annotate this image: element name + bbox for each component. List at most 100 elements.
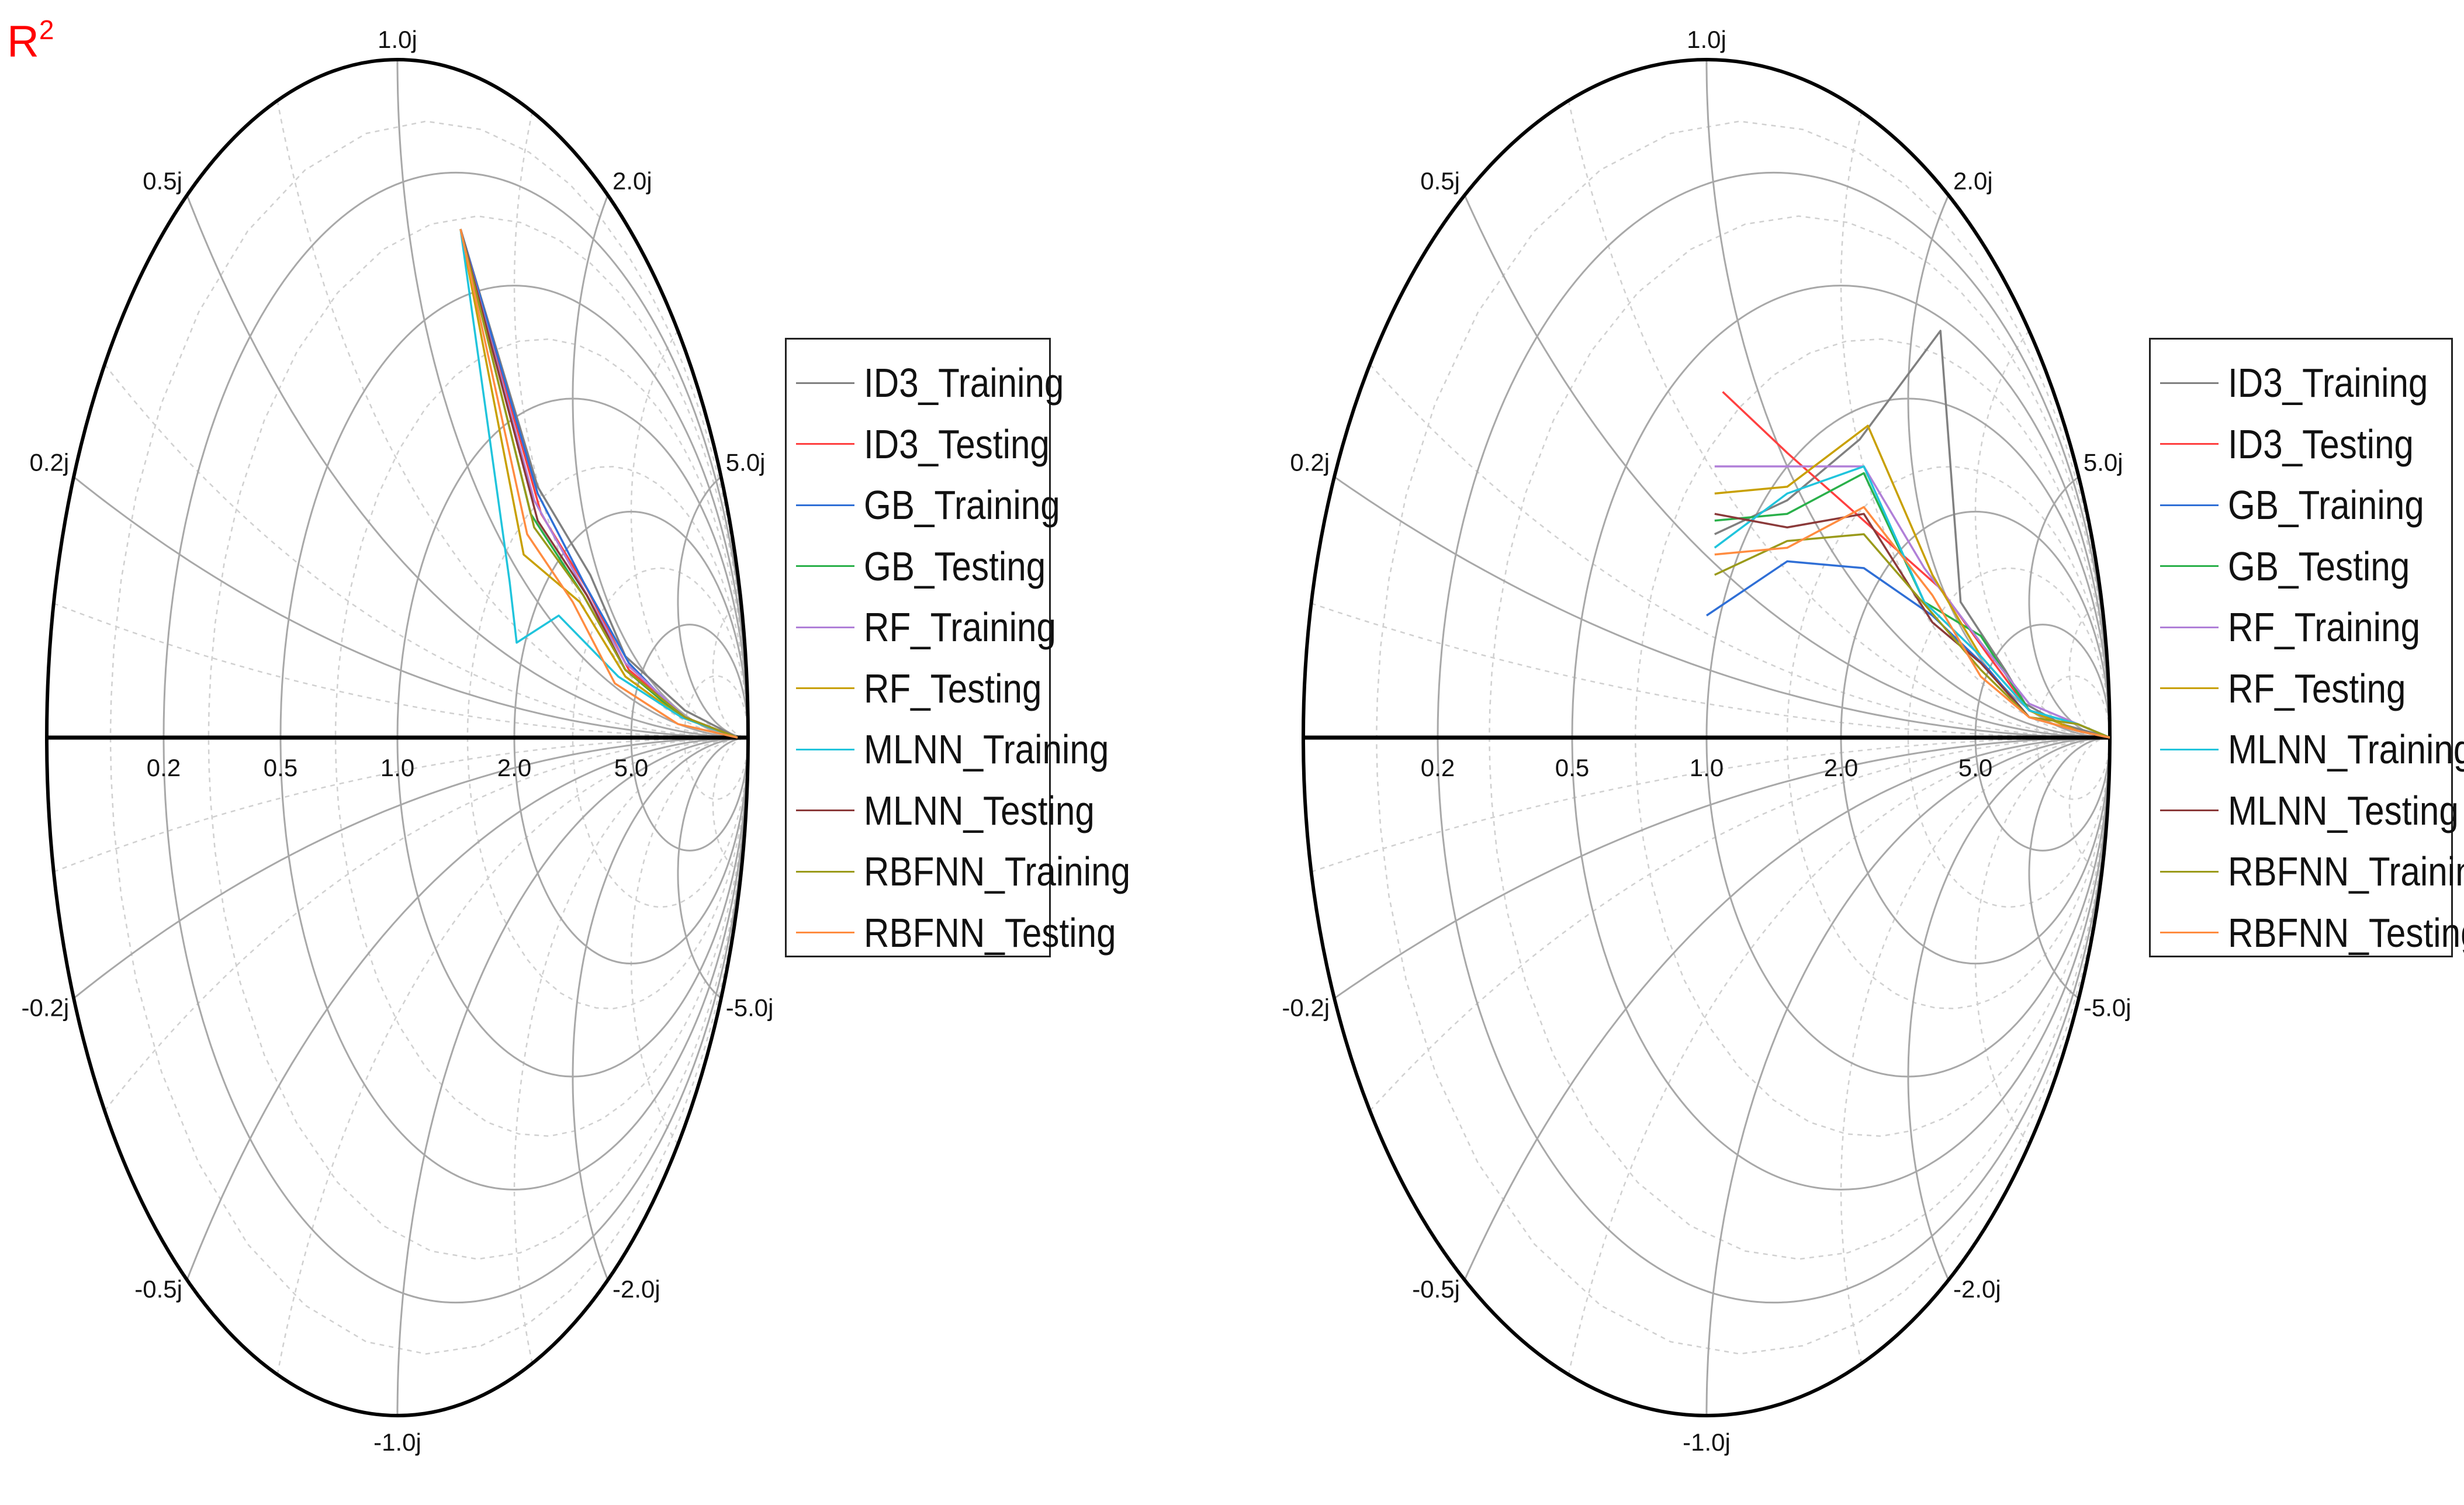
legend-swatch	[2160, 504, 2219, 506]
legend-label: GB_Testing	[864, 543, 1046, 589]
reactance-tick-label: 0.2j	[29, 448, 69, 476]
minor-reactance-arc	[1567, 736, 2106, 1375]
legend-right: ID3_Training ID3_Testing GB_Training GB_Tes…	[2149, 338, 2464, 957]
reactance-tick-label: -5.0j	[2084, 994, 2131, 1022]
resistance-tick-label: 5.0	[614, 754, 648, 781]
smith-chart-0: 0.2 0.5 1.0 2.0 5.0 1.0j 0.5j 2.0j 0.2j 5.0j -0.2j…	[21, 26, 773, 1456]
legend-swatch	[796, 382, 854, 384]
legend-swatch	[2160, 687, 2219, 690]
series-line-ID3_Testing	[459, 229, 738, 739]
legend-label: ID3_Training	[864, 360, 1064, 406]
legend-swatch	[2160, 565, 2219, 568]
legend-item: RF_Training	[2160, 597, 2444, 658]
series-line-RBFNN_Testing	[459, 229, 738, 739]
reactance-tick-label: 1.0j	[1687, 26, 1726, 53]
legend-item: RF_Testing	[2160, 658, 2444, 719]
reactance-tick-label: -0.2j	[21, 994, 69, 1022]
series-line-ID3_Training	[1714, 330, 2110, 739]
reactance-tick-label: 2.0j	[612, 167, 652, 195]
reactance-arc	[677, 736, 747, 999]
smith-chart-1: 0.2 0.5 1.0 2.0 5.0 1.0j 0.5j 2.0j 0.2j 5.0j -0.2j…	[1282, 26, 2131, 1456]
legend-label: RF_Testing	[864, 665, 1042, 711]
reactance-tick-label: 1.0j	[378, 26, 417, 53]
resistance-tick-label: 0.2	[147, 754, 181, 781]
legend-item: GB_Training	[796, 475, 1060, 536]
series-line-RF_Training	[1714, 465, 2110, 739]
legend-label: MLNN_Training	[2228, 726, 2464, 773]
legend-item: RBFNN_Training	[796, 841, 1130, 902]
legend-label: MLNN_Testing	[864, 787, 1095, 833]
legend-label: RBFNN_Training	[2228, 849, 2464, 895]
minor-reactance-arc	[104, 364, 745, 739]
legend-swatch	[2160, 748, 2219, 750]
legend-item: GB_Training	[2160, 475, 2444, 536]
minor-reactance-arc	[2068, 603, 2106, 738]
series-line-RF_Testing	[1714, 424, 2110, 739]
legend-label: ID3_Testing	[2228, 421, 2414, 467]
legend-item: ID3_Training	[2160, 352, 2444, 414]
legend-item: MLNN_Training	[2160, 719, 2464, 780]
legend-swatch	[796, 565, 854, 568]
legend-label: GB_Training	[2228, 482, 2424, 528]
resistance-tick-label: 0.5	[1555, 754, 1589, 781]
legend-label: RF_Training	[2228, 604, 2420, 651]
legend-swatch	[796, 932, 854, 934]
legend-swatch	[2160, 932, 2219, 934]
legend-label: RBFNN_Testing	[2228, 909, 2464, 956]
minor-reactance-arc	[1567, 100, 2106, 739]
legend-swatch	[796, 687, 854, 690]
legend-label: ID3_Testing	[864, 421, 1050, 467]
legend-label: GB_Training	[864, 482, 1060, 528]
series-line-GB_Training	[459, 229, 738, 739]
reactance-tick-label: -5.0j	[726, 994, 774, 1022]
resistance-tick-label: 0.2	[1421, 754, 1455, 781]
legend-swatch	[2160, 382, 2219, 384]
legend-swatch	[796, 809, 854, 812]
legend-label: RBFNN_Testing	[864, 909, 1116, 956]
reactance-tick-label: -2.0j	[1953, 1275, 2001, 1303]
legend-swatch	[2160, 809, 2219, 812]
resistance-tick-label: 1.0	[380, 754, 414, 781]
series-line-GB_Testing	[1714, 472, 2110, 739]
resistance-tick-label: 2.0	[1824, 754, 1858, 781]
legend-left: ID3_Training ID3_Testing GB_Training GB_Tes…	[785, 338, 1130, 957]
reactance-tick-label: -0.5j	[1412, 1275, 1460, 1303]
legend-item: RF_Training	[796, 597, 1056, 658]
minor-reactance-arc	[1369, 736, 2106, 1112]
series-line-RF_Training	[459, 229, 738, 739]
reactance-tick-label: 0.5j	[1420, 167, 1460, 195]
legend-item: GB_Testing	[796, 536, 1046, 597]
series-line-RBFNN_Training	[459, 229, 738, 739]
reactance-arc	[2028, 476, 2108, 739]
reactance-tick-label: 0.2j	[1290, 448, 1330, 476]
legend-swatch	[2160, 626, 2219, 628]
series-line-MLNN_Testing	[459, 229, 738, 739]
legend-label: RBFNN_Training	[864, 849, 1131, 895]
reactance-tick-label: -0.5j	[134, 1275, 182, 1303]
minor-reactance-arc	[104, 736, 745, 1112]
legend-swatch	[796, 870, 854, 873]
minor-reactance-arc	[2068, 737, 2106, 873]
reactance-tick-label: -0.2j	[1282, 994, 1330, 1022]
legend-item: RBFNN_Training	[2160, 841, 2464, 902]
resistance-tick-label: 0.5	[264, 754, 297, 781]
legend-item: ID3_Training	[796, 352, 1064, 414]
reactance-tick-label: 5.0j	[2084, 448, 2123, 476]
legend-item: MLNN_Training	[796, 719, 1109, 780]
series-line-GB_Testing	[459, 229, 738, 739]
resistance-tick-label: 5.0	[1958, 754, 1992, 781]
legend-label: RF_Training	[864, 604, 1056, 651]
series-line-RBFNN_Testing	[1714, 506, 2110, 739]
legend-label: GB_Testing	[2228, 543, 2410, 589]
legend-swatch	[2160, 870, 2219, 873]
reactance-tick-label: 2.0j	[1953, 167, 1993, 195]
reactance-tick-label: -1.0j	[373, 1428, 421, 1456]
reactance-tick-label: -2.0j	[612, 1275, 660, 1303]
legend-item: ID3_Testing	[796, 414, 1050, 475]
legend-swatch	[796, 626, 854, 628]
legend-item: RBFNN_Testing	[2160, 902, 2464, 964]
legend-label: ID3_Training	[2228, 360, 2428, 406]
r-squared-label: R2	[7, 15, 54, 67]
series-line-MLNN_Training	[459, 229, 738, 739]
